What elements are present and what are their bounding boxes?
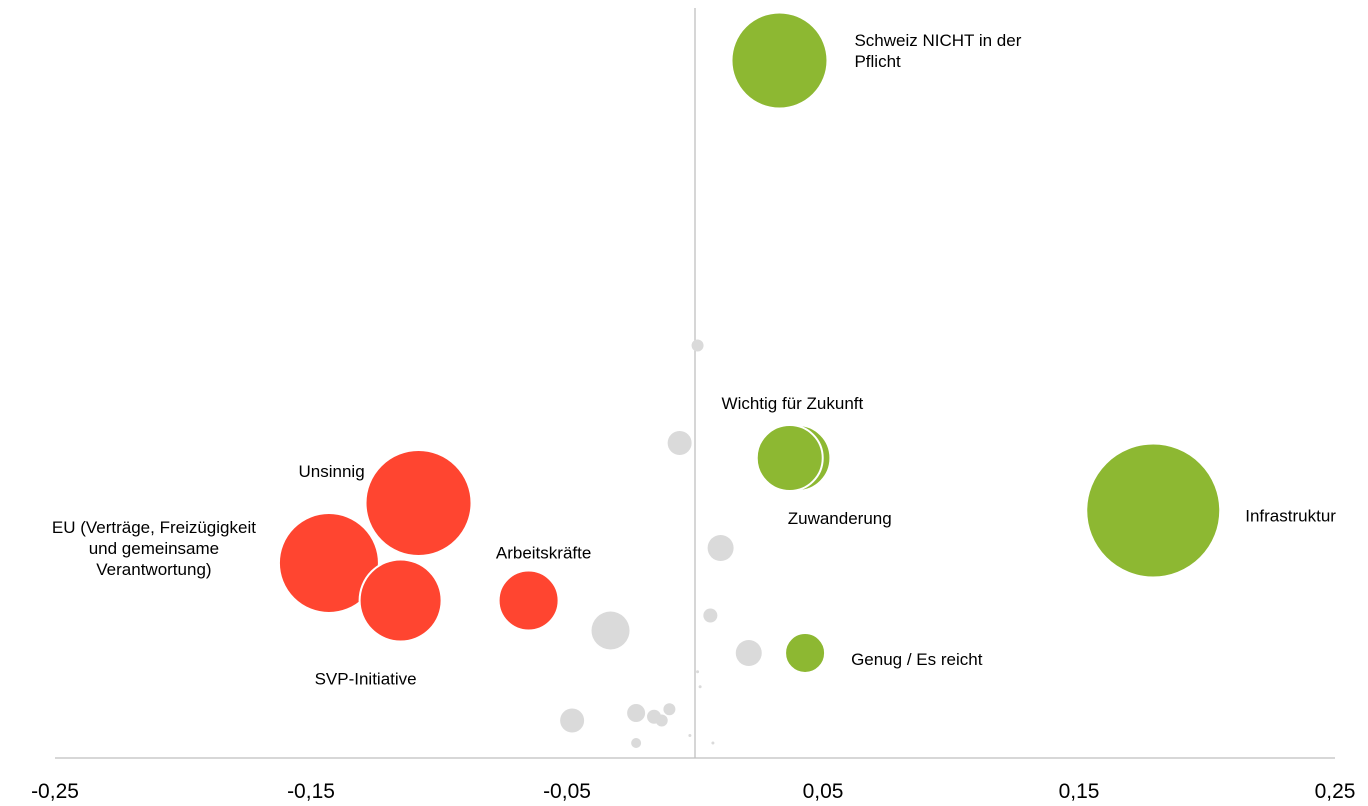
bubble-label-line: Pflicht [854, 52, 901, 71]
bubble-label-line: Infrastruktur [1245, 507, 1336, 526]
bubble [691, 339, 704, 352]
x-tick-label: -0,25 [31, 780, 79, 803]
chart-axes [55, 8, 1335, 759]
x-tick-label: 0,05 [803, 780, 844, 803]
bubble-label: Genug / Es reicht [851, 650, 983, 669]
bubble-label-line: Wichtig für Zukunft [722, 394, 864, 413]
bubble-label-line: Zuwanderung [788, 509, 892, 528]
x-tick-label: -0,15 [287, 780, 335, 803]
bubble [497, 569, 560, 632]
bubble-layer [277, 11, 1222, 748]
label-layer: Schweiz NICHT in der Pflicht Wichtig für Z… [52, 31, 1336, 689]
bubble [655, 714, 668, 727]
bubble-label: Wichtig für Zukunft [722, 394, 864, 413]
bubble [560, 708, 585, 733]
bubble [1085, 442, 1222, 579]
bubble [631, 738, 642, 748]
bubble [735, 640, 762, 666]
bubble-label-line: Schweiz NICHT in der [854, 31, 1021, 50]
bubble-label-line: Genug / Es reicht [851, 650, 983, 669]
bubble-label-line: und gemeinsame [89, 539, 219, 558]
bubble-label: Unsinnig [299, 462, 365, 481]
bubble-label: Infrastruktur [1245, 507, 1336, 526]
bubble-label-line: EU (Verträge, Freizügigkeit [52, 518, 256, 537]
bubble-label-line: SVP-Initiative [315, 670, 417, 689]
bubble [698, 685, 702, 689]
bubble [711, 741, 715, 745]
x-tick-label: -0,05 [543, 780, 591, 803]
bubble [696, 670, 700, 674]
bubble [707, 535, 734, 561]
bubble-label-line: Arbeitskräfte [496, 544, 591, 563]
bubble-label-line: Verantwortung) [96, 560, 211, 579]
bubble [784, 632, 827, 674]
bubble-label-line: Unsinnig [299, 462, 365, 481]
bubble [277, 512, 380, 614]
bubble [364, 449, 473, 557]
bubble-label: Zuwanderung [788, 509, 892, 528]
tick-layer: -0,25 -0,15 -0,05 0,05 0,15 0,25 [31, 780, 1355, 803]
bubble [591, 611, 630, 650]
bubble [688, 734, 692, 737]
bubble-label: EU (Verträge, Freizügigkeit und gemeinsam… [52, 518, 256, 579]
bubble [663, 703, 676, 716]
x-tick-label: 0,25 [1315, 780, 1356, 803]
x-tick-label: 0,15 [1059, 780, 1100, 803]
bubble [667, 431, 692, 455]
bubble [703, 608, 718, 623]
bubble [358, 558, 443, 643]
bubble-label: SVP-Initiative [315, 670, 417, 689]
bubble-label: Arbeitskräfte [496, 544, 591, 563]
bubble [730, 11, 829, 110]
bubble-label: Schweiz NICHT in der Pflicht [854, 31, 1021, 71]
bubble [755, 424, 824, 492]
bubble [627, 704, 646, 722]
